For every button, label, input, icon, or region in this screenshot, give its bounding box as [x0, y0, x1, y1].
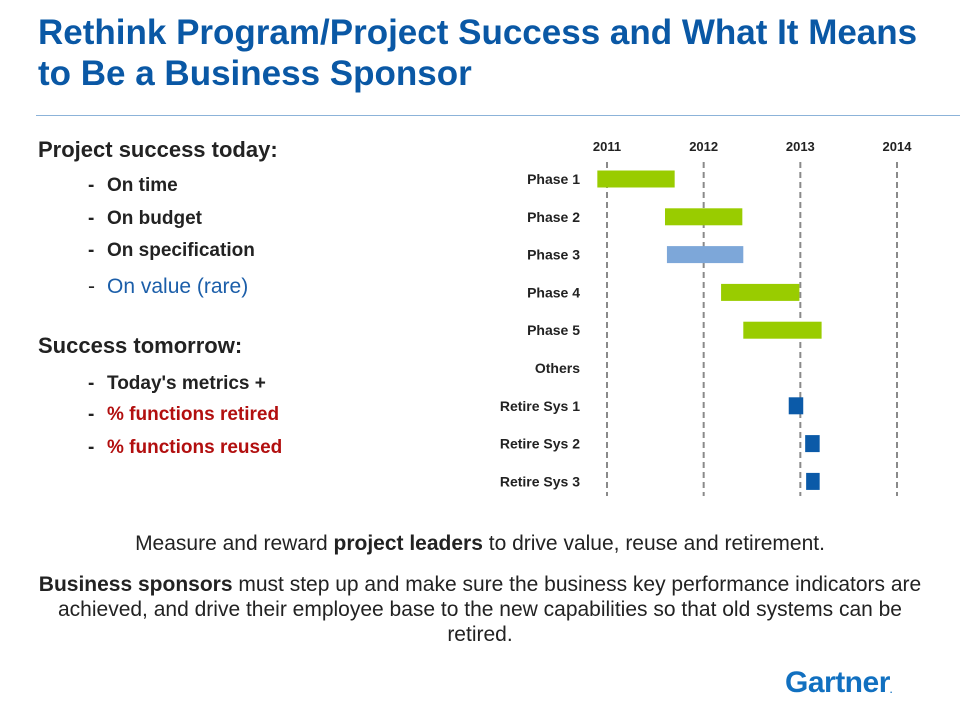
year-tick-label: 2011 [593, 139, 621, 154]
row-label: Retire Sys 3 [500, 473, 580, 489]
bullet-dash: - [88, 404, 95, 425]
row-label: Retire Sys 1 [500, 398, 580, 414]
caption-project-leaders: Measure and reward project leaders to dr… [0, 532, 960, 556]
bullet-dash: - [88, 275, 95, 298]
tomorrow-item: -% functions reused [88, 437, 283, 458]
today-item: - On budget [88, 208, 202, 229]
title-divider [36, 115, 960, 116]
today-item: - On time [88, 175, 178, 196]
caption-text: to drive value, reuse and retirement. [482, 532, 825, 555]
gantt-bar-phase-5 [743, 321, 822, 339]
slide-title: Rethink Program/Project Success and What… [38, 13, 918, 93]
row-label: Retire Sys 2 [500, 436, 580, 452]
gantt-bar-phase-3 [666, 246, 744, 264]
gartner-logo: Gartner. [785, 666, 892, 699]
tomorrow-heading: Success tomorrow: [38, 333, 243, 358]
row-label: Phase 2 [527, 209, 580, 225]
caption-bold: project leaders [333, 532, 483, 555]
caption-text: Measure and reward [135, 532, 334, 555]
year-tick-label: 2014 [883, 139, 913, 154]
tomorrow-item: -% functions retired [88, 404, 280, 425]
gantt-bar-retire-sys-2 [805, 435, 820, 453]
gantt-bar-phase-4 [721, 283, 800, 301]
gantt-bar-phase-1 [597, 170, 675, 188]
today-heading: Project success today: [38, 137, 278, 162]
bullet-dash: - [88, 240, 95, 261]
bullet-dash: - [88, 373, 95, 394]
gantt-bar-retire-sys-1 [788, 397, 804, 415]
bullet-dash: - [88, 437, 95, 458]
row-label: Phase 5 [527, 322, 580, 338]
caption-business-sponsors: Business sponsors must step up and make … [30, 572, 930, 647]
gantt-bar-retire-sys-3 [806, 472, 820, 490]
year-tick-label: 2012 [689, 139, 718, 154]
tomorrow-item: - Today's metrics + [88, 373, 266, 394]
row-label: Phase 1 [527, 171, 580, 187]
caption-text: must step up and make sure the business … [58, 573, 922, 646]
today-item: - On specification [88, 240, 255, 261]
year-tick-label: 2013 [786, 139, 815, 154]
row-label: Phase 3 [527, 247, 580, 263]
today-item-value: - On value (rare) [88, 275, 249, 298]
row-label: Others [535, 360, 580, 376]
bullet-dash: - [88, 175, 95, 196]
bullet-dash: - [88, 208, 95, 229]
caption-bold: Business sponsors [38, 573, 233, 596]
gantt-bar-phase-2 [665, 208, 743, 226]
row-label: Phase 4 [527, 284, 580, 300]
